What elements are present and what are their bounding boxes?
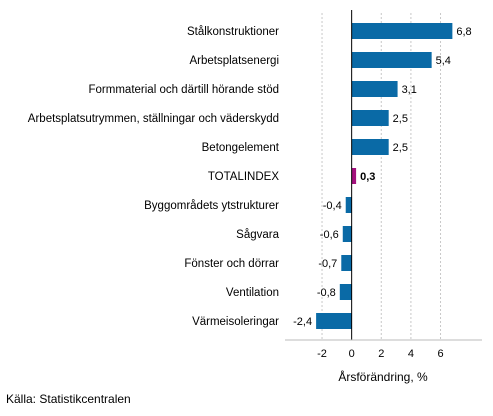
category-labels: Stålkonstruktioner Arbetsplatsenergi Formm… (28, 26, 280, 328)
bar-4 (351, 139, 389, 155)
bars (316, 23, 453, 329)
value-label-8: -0,7 (318, 258, 337, 270)
category-label-5: TOTALINDEX (208, 171, 279, 183)
bar-chart: Stålkonstruktioner Arbetsplatsenergi Formm… (28, 10, 482, 384)
value-label-10: -2,4 (293, 316, 312, 328)
bar-3 (351, 110, 389, 126)
category-label-7: Sågvara (236, 229, 279, 241)
bar-1 (351, 52, 432, 68)
x-tick-labels: -2 0 2 4 6 (317, 348, 443, 360)
x-tick-label-2: 2 (378, 348, 384, 360)
bar-0 (351, 23, 453, 39)
x-tick-label--2: -2 (317, 348, 327, 360)
x-axis-label: Årsförändring, % (338, 369, 428, 384)
value-label-6: -0,4 (323, 200, 342, 212)
category-label-4: Betongelement (202, 142, 280, 154)
value-label-2: 3,1 (402, 84, 417, 96)
category-label-1: Arbetsplatsenergi (190, 55, 280, 67)
category-label-8: Fönster och dörrar (184, 258, 279, 270)
bar-9 (339, 284, 352, 300)
category-label-2: Formmaterial och därtill hörande stöd (89, 84, 279, 96)
value-label-7: -0,6 (320, 229, 339, 241)
bar-5 (351, 168, 357, 184)
category-label-6: Byggområdets ytstrukturer (144, 200, 279, 212)
category-label-10: Värmeisoleringar (192, 316, 279, 328)
value-label-1: 5,4 (436, 55, 451, 67)
category-label-9: Ventilation (226, 287, 279, 299)
x-tick-label-4: 4 (408, 348, 414, 360)
value-label-0: 6,8 (456, 26, 471, 38)
value-labels: 6,8 5,4 3,1 2,5 2,5 0,3 -0,4 -0,6 -0,7 -0,8 -2,4 (293, 26, 472, 328)
bar-7 (342, 226, 352, 242)
bar-8 (341, 255, 352, 271)
x-tick-label-6: 6 (437, 348, 443, 360)
value-label-3: 2,5 (393, 113, 408, 125)
value-label-5: 0,3 (360, 171, 375, 183)
value-label-4: 2,5 (393, 142, 408, 154)
category-label-3: Arbetsplatsutrymmen, ställningar och väd… (28, 113, 279, 125)
bar-2 (351, 81, 398, 97)
source-note: Källa: Statistikcentralen (6, 392, 131, 406)
x-tick-label-0: 0 (349, 348, 355, 360)
bar-10 (316, 313, 352, 329)
gridlines (321, 13, 442, 340)
category-label-0: Stålkonstruktioner (187, 26, 279, 38)
value-label-9: -0,8 (317, 287, 336, 299)
bar-6 (345, 197, 352, 213)
